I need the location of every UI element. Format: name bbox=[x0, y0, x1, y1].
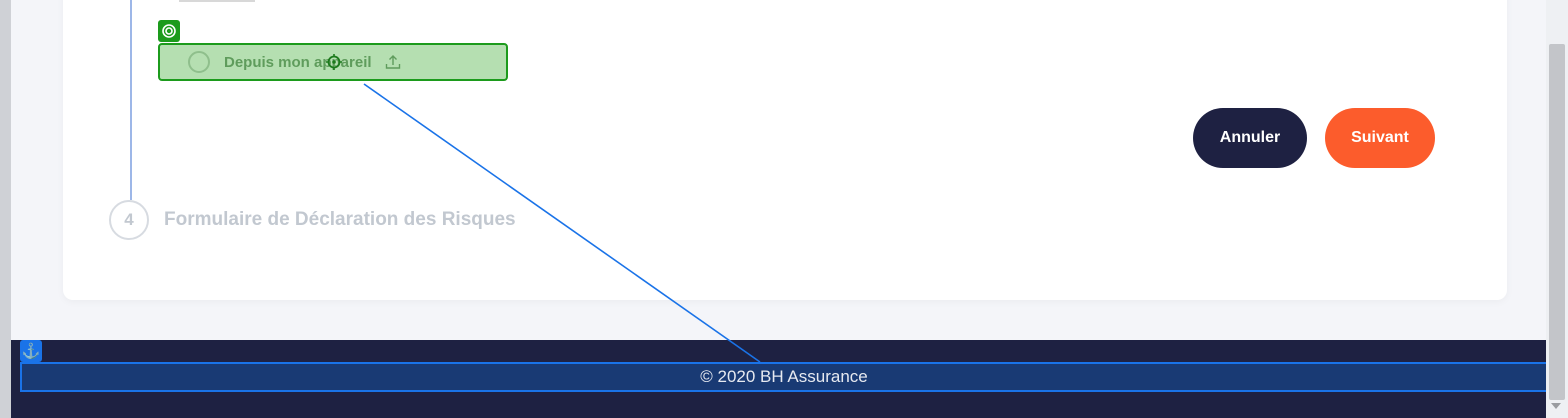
step-number: 4 bbox=[109, 200, 149, 240]
radio-button[interactable] bbox=[188, 51, 210, 73]
scroll-down-arrow-icon[interactable] bbox=[1551, 403, 1561, 409]
next-button[interactable]: Suivant bbox=[1325, 108, 1435, 168]
step-title: Formulaire de Déclaration des Risques bbox=[164, 209, 516, 230]
target-icon bbox=[158, 20, 180, 42]
upload-icon[interactable] bbox=[384, 53, 402, 71]
anchor-icon: ⚓ bbox=[20, 340, 42, 362]
document-thumbnail bbox=[179, 0, 255, 2]
crosshair-icon bbox=[326, 54, 342, 70]
footer: ⚓ © 2020 BH Assurance bbox=[11, 340, 1548, 418]
steps-timeline bbox=[130, 0, 132, 200]
vertical-scrollbar[interactable] bbox=[1546, 0, 1568, 418]
scrollbar-thumb[interactable] bbox=[1549, 44, 1565, 400]
cancel-button[interactable]: Annuler bbox=[1193, 108, 1307, 168]
footer-copyright-bar: © 2020 BH Assurance bbox=[20, 362, 1548, 392]
upload-option-label: Depuis mon appareil bbox=[224, 53, 372, 71]
copyright-text: © 2020 BH Assurance bbox=[700, 367, 868, 386]
